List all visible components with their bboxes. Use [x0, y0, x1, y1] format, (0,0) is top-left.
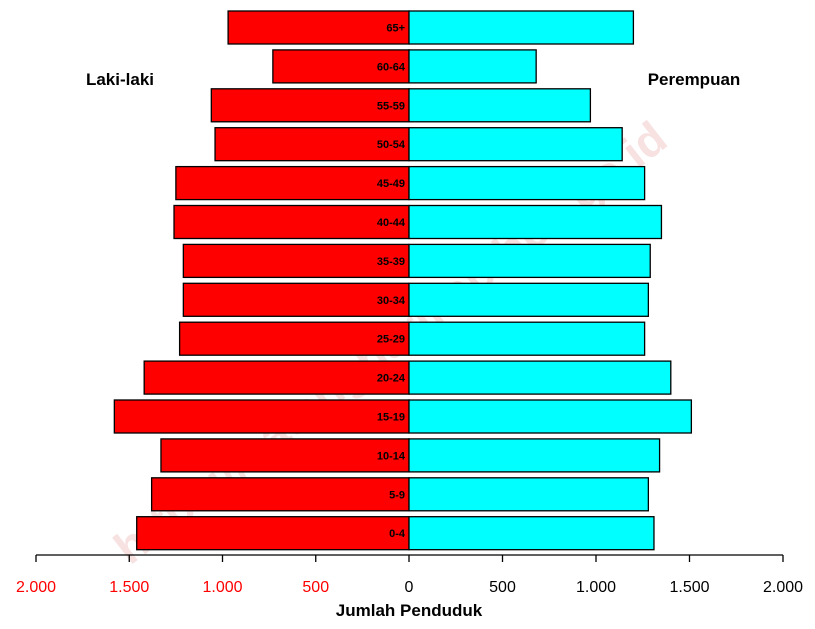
bar-female-65+ — [408, 10, 635, 45]
bar-female-35-39 — [408, 243, 651, 279]
x-axis: 2.000 1.500 1.000 500 0 500 1.000 1.500 2.000 Jum… — [16, 554, 803, 620]
bar-female-15-19 — [408, 399, 693, 434]
bar-male-55-59 — [210, 88, 410, 123]
bar-male-5-9 — [150, 477, 410, 512]
bar-male-20-24 — [143, 360, 410, 395]
x-tick-label: 2.000 — [763, 579, 803, 596]
bar-female-5-9 — [408, 477, 650, 512]
age-group-label: 60-64 — [377, 61, 406, 73]
bar-female-55-59 — [408, 88, 592, 123]
age-group-label: 0-4 — [389, 528, 406, 540]
bar-female-45-49 — [408, 165, 646, 201]
x-tick-label: 1.500 — [669, 579, 709, 596]
bar-male-0-4 — [136, 516, 410, 551]
age-group-label: 5-9 — [389, 489, 405, 501]
age-group-label: 35-39 — [377, 256, 405, 268]
bar-female-10-14 — [408, 438, 661, 473]
male-label: Laki-laki — [86, 70, 154, 89]
bar-male-45-49 — [175, 165, 410, 201]
bar-male-15-19 — [113, 399, 410, 434]
age-group-label: 50-54 — [377, 139, 406, 151]
bar-male-35-39 — [182, 243, 410, 279]
bar-male-60-64 — [272, 49, 410, 84]
x-tick-label: 500 — [489, 579, 516, 596]
bar-male-50-54 — [214, 127, 410, 162]
bar-female-25-29 — [408, 321, 646, 356]
age-group-label: 30-34 — [377, 295, 406, 307]
bar-male-65+ — [227, 10, 410, 45]
x-tick-label: 1.500 — [109, 579, 149, 596]
female-label: Perempuan — [648, 70, 741, 89]
age-group-label: 15-19 — [377, 412, 405, 424]
bar-male-10-14 — [160, 438, 410, 473]
age-group-label: 20-24 — [377, 373, 406, 385]
labels-layer: 65+ 60-64 55-59 50-54 45-49 40-44 35-39 30-34 25… — [86, 23, 740, 541]
age-group-label: 10-14 — [377, 450, 406, 462]
bar-female-20-24 — [408, 360, 672, 395]
bar-female-60-64 — [408, 49, 537, 84]
x-tick-label: 0 — [405, 579, 414, 596]
bar-male-40-44 — [173, 204, 410, 240]
x-tick-label: 1.000 — [202, 579, 242, 596]
bar-male-25-29 — [178, 321, 410, 356]
bars-layer — [113, 10, 693, 551]
bar-female-40-44 — [408, 204, 663, 240]
x-tick-label: 500 — [302, 579, 329, 596]
bar-female-0-4 — [408, 516, 655, 551]
age-group-label: 40-44 — [377, 217, 406, 229]
bar-female-50-54 — [408, 127, 623, 162]
bar-male-30-34 — [182, 282, 410, 317]
age-group-label: 45-49 — [377, 178, 405, 190]
age-group-label: 65+ — [386, 23, 405, 35]
x-tick-label: 1.000 — [576, 579, 616, 596]
bar-female-30-34 — [408, 282, 650, 317]
age-group-label: 55-59 — [377, 100, 405, 112]
x-axis-title: Jumlah Penduduk — [336, 601, 483, 620]
x-tick-label: 2.000 — [16, 579, 56, 596]
age-group-label: 25-29 — [377, 334, 405, 346]
